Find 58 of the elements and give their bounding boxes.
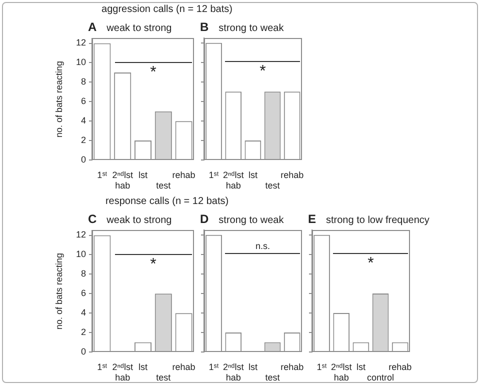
y-tick-label: 12: [76, 38, 86, 48]
x-tick-label: lst: [138, 170, 148, 180]
x-tick-label: lst: [248, 362, 258, 372]
annotation: *: [149, 256, 158, 273]
x-tick-label: 1ˢᵗ: [208, 170, 219, 180]
y-tick-label: 6: [80, 288, 86, 298]
x-tick-label: 2ⁿᵈlst hab: [112, 362, 134, 383]
x-tick-label: 2ⁿᵈlst hab: [112, 170, 134, 191]
x-tick-label: lst: [138, 362, 148, 372]
x-tick-label: test: [265, 372, 280, 383]
y-tick-label: 8: [80, 268, 86, 279]
x-tick-label: test: [156, 180, 172, 191]
text: aggression calls (n = 12 bats): [100, 4, 234, 15]
chart-title: D: [200, 212, 209, 226]
y-tick-label: 4: [80, 308, 86, 318]
y-tick-label: 2: [80, 327, 86, 338]
y-tick-label: 10: [76, 249, 86, 260]
y-tick-label: 4: [80, 116, 86, 126]
x-tick-label: 2ⁿᵈlst hab: [331, 362, 352, 383]
x-tick-label: 1ˢᵗ: [97, 362, 108, 372]
chart-subtitle: strong to weak: [218, 23, 284, 34]
y-tick-label: 8: [80, 76, 86, 87]
chart-subtitle: strong to low frequency: [326, 215, 430, 226]
x-tick-label: rehab: [280, 170, 304, 180]
y-tick-label: 6: [80, 96, 86, 106]
chart-subtitle: weak to strong: [106, 215, 172, 226]
x-tick-label: lst: [248, 170, 258, 180]
annotation: *: [366, 255, 375, 272]
y-axis-title: no. of bats reacting: [54, 252, 64, 330]
y-tick-label: 10: [76, 57, 86, 68]
chart-title: E: [308, 212, 316, 226]
x-tick-label: rehab: [388, 362, 412, 372]
chart-title: A: [88, 20, 97, 34]
x-tick-label: rehab: [280, 362, 304, 372]
x-tick-label: rehab: [172, 362, 196, 372]
x-tick-label: 1ˢᵗ: [208, 362, 219, 372]
chart-subtitle: strong to weak: [218, 215, 284, 226]
y-tick-label: 0: [80, 346, 86, 356]
x-tick-label: test: [156, 372, 172, 383]
x-tick-label: lst: [356, 362, 366, 372]
annotation: *: [149, 64, 158, 81]
chart-title: C: [88, 212, 97, 226]
x-tick-label: control: [367, 372, 394, 383]
x-tick-label: test: [265, 180, 280, 191]
y-tick-label: 0: [80, 154, 86, 164]
x-tick-label: 2ⁿᵈlst hab: [223, 362, 244, 383]
y-tick-label: 12: [76, 230, 86, 240]
chart-subtitle: weak to strong: [106, 23, 172, 34]
y-tick-label: 2: [80, 135, 86, 146]
annotation: *: [258, 63, 267, 80]
x-tick-label: 1ˢᵗ: [97, 170, 108, 180]
x-tick-label: 1ˢᵗ: [316, 362, 327, 372]
annotation: n.s.: [254, 241, 271, 252]
x-tick-label: rehab: [172, 170, 196, 180]
text: response calls (n = 12 bats): [104, 196, 230, 207]
chart-title: B: [200, 20, 209, 34]
y-axis-title: no. of bats reacting: [54, 60, 64, 138]
x-tick-label: 2ⁿᵈlst hab: [223, 170, 244, 191]
